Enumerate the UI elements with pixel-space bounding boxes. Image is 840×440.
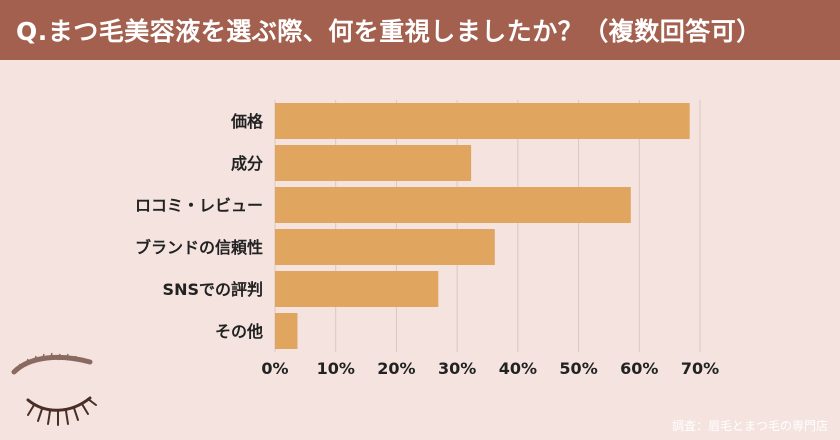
category-label: ロコミ・レビュー	[135, 196, 263, 215]
bar	[275, 187, 631, 223]
source-credit: 調査：眉毛とまつ毛の専門店	[671, 419, 828, 433]
title-bar: Q.まつ毛美容液を選ぶ際、何を重視しましたか？（複数回答可）	[0, 0, 840, 60]
category-label: 成分	[231, 154, 263, 173]
bar	[275, 145, 472, 181]
category-label: 価格	[230, 112, 264, 131]
x-tick-label: 70%	[681, 359, 719, 378]
x-tick-label: 20%	[377, 359, 415, 378]
bar	[275, 271, 439, 307]
category-label: SNSでの評判	[163, 280, 263, 299]
x-tick-label: 50%	[559, 359, 597, 378]
page-title: Q.まつ毛美容液を選ぶ際、何を重視しましたか？（複数回答可）	[16, 17, 762, 46]
category-label: その他	[215, 322, 263, 341]
bar	[275, 229, 495, 265]
x-tick-label: 40%	[499, 359, 537, 378]
x-tick-label: 0%	[261, 359, 288, 378]
category-label: ブランドの信頼性	[135, 238, 263, 257]
x-tick-label: 60%	[620, 359, 658, 378]
x-tick-label: 10%	[317, 359, 355, 378]
x-tick-label: 30%	[438, 359, 476, 378]
bar	[275, 103, 690, 139]
bar	[275, 313, 298, 349]
eyelash-icon	[11, 352, 97, 426]
